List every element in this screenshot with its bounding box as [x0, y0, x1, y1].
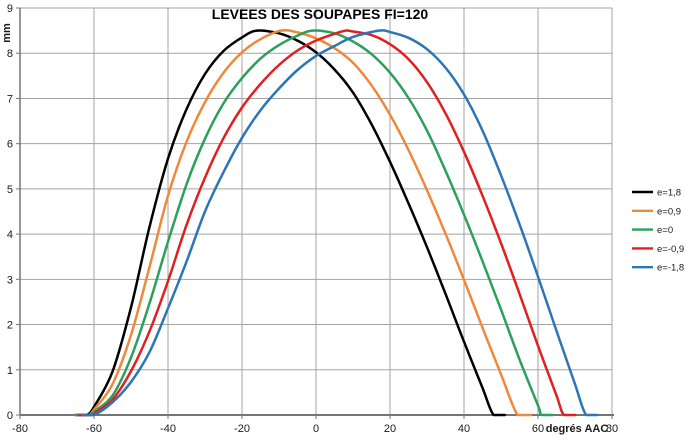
y-tick-label: 5: [7, 184, 13, 196]
y-tick-label: 1: [7, 365, 13, 377]
legend-item: e=1,8: [632, 188, 681, 199]
y-tick-label: 0: [7, 410, 13, 422]
y-tick-label: 4: [7, 229, 13, 241]
legend-item: e=0,9: [632, 206, 681, 217]
x-tick-label: -60: [86, 423, 102, 435]
x-tick-label: 0: [313, 423, 319, 435]
x-tick-label: -80: [12, 423, 28, 435]
legend-label: e=0: [657, 225, 673, 236]
x-tick-label: -40: [160, 423, 176, 435]
y-tick-label: 6: [7, 139, 13, 151]
gridlines: [19, 7, 613, 416]
x-tick-label: -20: [234, 423, 250, 435]
y-tick-label: 8: [7, 48, 13, 60]
x-tick-label: 40: [458, 423, 470, 435]
legend: e=1,8 e=0,9 e=0 e=-0,9 e=-1,8: [632, 188, 684, 274]
curves: [74, 28, 599, 417]
legend-item: e=-0,9: [632, 244, 684, 255]
series-curve-e-18: [81, 29, 599, 417]
y-tick-label: 7: [7, 93, 13, 105]
legend-item: e=-1,8: [632, 263, 684, 274]
y-tick-label: 3: [7, 274, 13, 286]
legend-label: e=-1,8: [657, 263, 684, 274]
legend-label: e=0,9: [657, 206, 681, 217]
series-curve-e18: [74, 29, 506, 417]
x-tick-label: 80: [606, 423, 618, 435]
axes: [16, 7, 614, 419]
y-axis-label: mm: [1, 23, 13, 43]
x-tick-label: 20: [384, 423, 396, 435]
y-tick-label: 9: [7, 3, 13, 15]
x-tick-label: 60: [532, 423, 544, 435]
tick-labels: -80 -60 -40 -20 0 20 40 60 80 0 1 2 3 4 5 6 7 8 9: [7, 3, 618, 435]
y-tick-label: 2: [7, 320, 13, 332]
legend-label: e=-0,9: [657, 244, 684, 255]
series-curve-e0: [74, 29, 555, 417]
legend-label: e=1,8: [657, 188, 681, 199]
x-axis-label: degrés AAC: [546, 423, 609, 435]
legend-item: e=0: [632, 225, 673, 236]
series-curve-e09: [74, 28, 532, 417]
series-curve-e-09: [77, 29, 577, 417]
chart-title: LEVEES DES SOUPAPES FI=120: [212, 6, 429, 22]
